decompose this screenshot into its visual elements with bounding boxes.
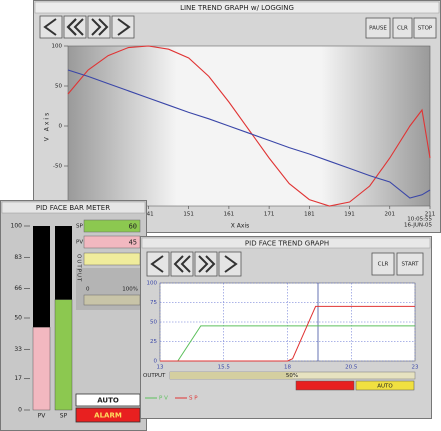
button-label[interactable]: PAUSE [369, 26, 387, 32]
bar [54, 299, 73, 411]
x-tick-label: 181 [304, 212, 315, 218]
y-tick-label: 0 [59, 124, 63, 130]
x-tick-label: 171 [264, 212, 275, 218]
window-title: LINE TREND GRAPH w/ LOGGING [180, 4, 294, 12]
field-value: 60 [129, 223, 137, 231]
bar-label: PV [38, 413, 47, 420]
output-label: OUTPUT [76, 254, 82, 282]
window-title: PID FACE TREND GRAPH [245, 240, 329, 248]
x-tick-label: 141 [143, 212, 154, 218]
date: 16-JUN-05 [404, 223, 433, 229]
window-title: PID FACE BAR METER [36, 204, 110, 212]
y-tick-label: 50 [14, 315, 22, 322]
output-bar [83, 294, 141, 306]
nav-button[interactable] [39, 15, 63, 39]
field-label: SP [76, 224, 83, 230]
plot-area [67, 45, 431, 207]
nav-button[interactable] [218, 251, 242, 277]
x-axis-label: X Axis [231, 223, 249, 230]
icon [91, 18, 109, 36]
series-line [67, 69, 431, 199]
alarm-label[interactable]: ALARM [94, 412, 122, 420]
bar-meter-window: PID FACE BAR METER OUTPUT AUTO ALARM 100… [0, 200, 147, 431]
y-tick-label: 50 [55, 84, 62, 90]
y-tick-label: 100 [11, 223, 23, 230]
start-button[interactable] [396, 252, 424, 276]
series-line [160, 305, 415, 362]
icon [173, 255, 191, 273]
icon [198, 255, 216, 273]
mode-indicator [355, 380, 415, 391]
series-line [67, 45, 431, 207]
x-tick-label: 15.5 [218, 365, 231, 371]
line-trend-window: LINE TREND GRAPH w/ LOGGING PAUSE CLR ST… [33, 0, 441, 233]
alarm-indicator [295, 380, 355, 391]
scale-label: 0 [86, 287, 90, 293]
legend-label: S P [189, 396, 198, 402]
y-tick-label: 83 [14, 254, 22, 261]
nav-button[interactable] [111, 15, 135, 39]
y-tick-label: 0 [18, 407, 22, 414]
title-bar [34, 1, 440, 14]
pause-button[interactable] [365, 17, 391, 39]
bar [32, 327, 51, 411]
y-tick-label: 100 [52, 44, 63, 50]
title-bar [1, 201, 146, 214]
y-axis-label: V Axis [44, 111, 51, 141]
output-bar [170, 372, 293, 379]
icon [150, 255, 164, 273]
output-field [83, 252, 141, 266]
face-trend-window: PID FACE TREND GRAPH CLR START OUTPUT AU… [140, 236, 432, 419]
timestamp: 10:05:55 [407, 217, 432, 223]
y-tick-label: 33 [14, 346, 22, 353]
auto-label[interactable]: AUTO [97, 397, 119, 405]
button-label[interactable]: CLR [378, 262, 389, 268]
icon [43, 18, 57, 36]
x-tick-label: 201 [385, 212, 396, 218]
output-label: OUTPUT [143, 373, 166, 379]
legend-label: P V [159, 396, 168, 402]
x-tick-label: 191 [344, 212, 355, 218]
x-tick-label: 151 [183, 212, 194, 218]
nav-buttons[interactable] [39, 15, 135, 39]
value-field [83, 219, 141, 233]
output-value: 50% [286, 373, 298, 379]
y-tick-label: 50 [150, 320, 157, 326]
icon [117, 18, 131, 36]
x-tick-label: 18 [284, 365, 291, 371]
x-tick-label: 23 [412, 365, 419, 371]
mode-label: AUTO [377, 384, 393, 390]
y-tick-label: 17 [14, 375, 22, 382]
field-value: 45 [129, 239, 137, 247]
stop-button[interactable] [413, 17, 437, 39]
x-tick-label: 211 [425, 212, 436, 218]
field-label: PV [76, 240, 83, 246]
button-label[interactable]: CLR [397, 26, 408, 32]
button-label[interactable]: STOP [418, 26, 433, 32]
y-tick-label: 66 [14, 285, 22, 292]
x-tick-label: 13 [157, 365, 164, 371]
y-tick-label: 100 [147, 281, 158, 287]
y-tick-label: 75 [150, 300, 157, 306]
nav-buttons[interactable] [146, 251, 242, 277]
bar-label: SP [60, 413, 68, 420]
x-tick-label: 20.5 [345, 365, 358, 371]
icon [66, 18, 84, 36]
x-tick-label: 161 [224, 212, 235, 218]
button-label[interactable]: START [402, 262, 420, 268]
icon [224, 255, 238, 273]
title-bar [141, 237, 431, 249]
y-tick-label: 25 [150, 339, 157, 345]
scale-label: 100% [122, 287, 138, 293]
y-tick-label: 0 [154, 359, 158, 365]
y-tick-label: -50 [53, 164, 62, 170]
nav-button[interactable] [146, 251, 170, 277]
clear-button[interactable] [392, 17, 413, 39]
clear-button[interactable] [371, 252, 395, 276]
